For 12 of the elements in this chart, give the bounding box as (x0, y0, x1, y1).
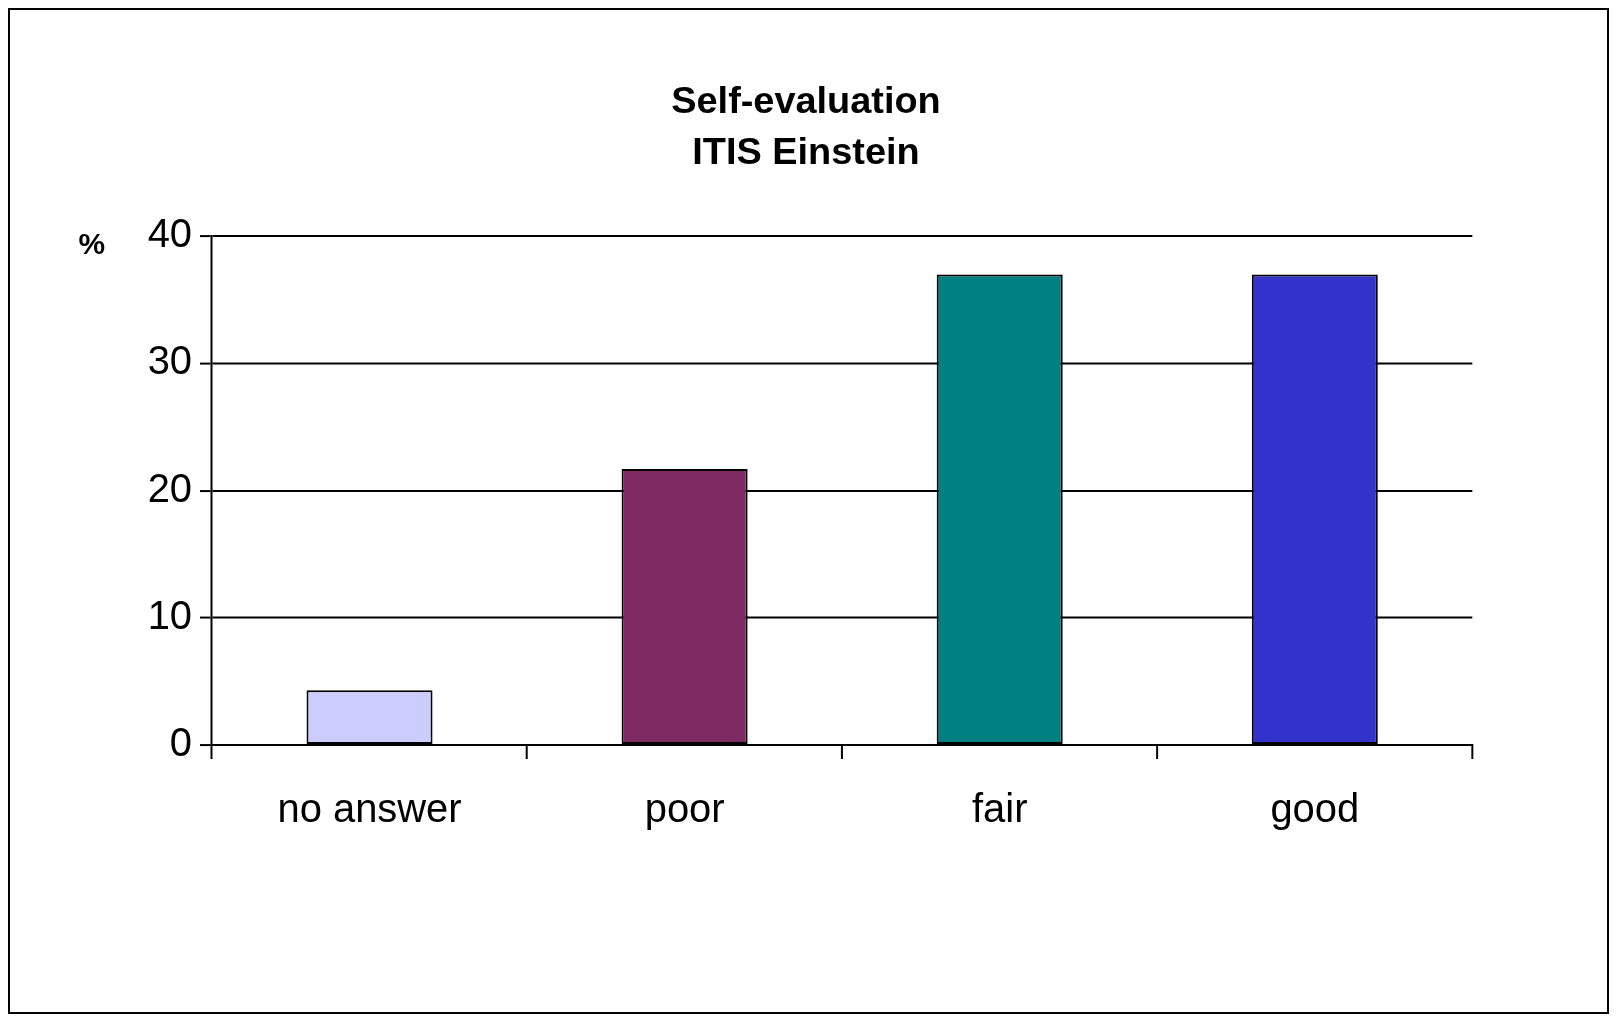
chart-title: Self-evaluation (671, 78, 941, 121)
y-tick-label: 0 (169, 720, 193, 765)
y-tick-label: 30 (147, 338, 193, 383)
x-tick-label: poor (644, 785, 725, 830)
x-tick-label: good (1270, 785, 1360, 830)
y-tick-label: 40 (147, 211, 193, 256)
chart-subtitle: ITIS Einstein (692, 130, 920, 173)
x-tick-label: no answer (277, 785, 462, 830)
x-tick-label: fair (972, 785, 1028, 830)
y-tick-label: 10 (147, 592, 193, 637)
y-tick-label: 20 (147, 465, 193, 510)
y-axis-title: % (78, 227, 106, 261)
